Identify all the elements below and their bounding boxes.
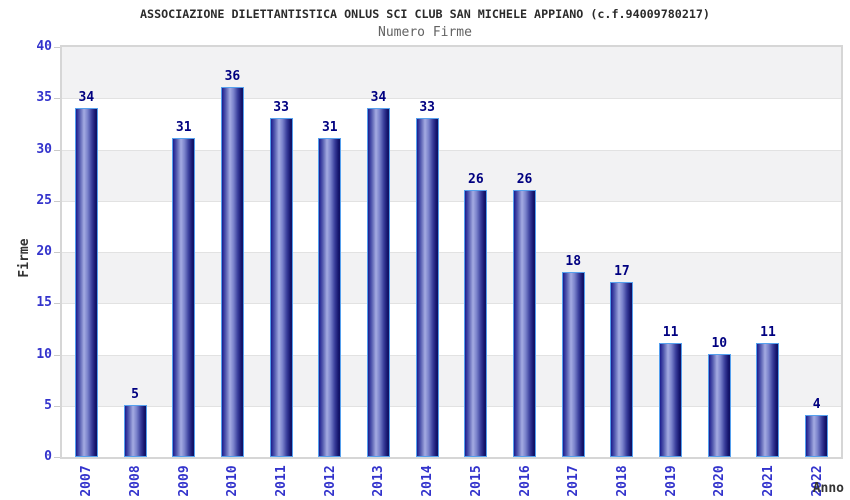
bar-value-label-2011: 33 — [273, 99, 289, 115]
bar-value-label-2015: 26 — [468, 171, 484, 187]
x-tick-label-2018: 2018 — [614, 465, 630, 497]
y-tick-mark — [54, 98, 60, 99]
x-tick-label-2011: 2011 — [273, 465, 289, 497]
y-tick-label-35: 35 — [36, 90, 52, 106]
y-tick-label-10: 10 — [36, 346, 52, 362]
x-tick-label-2008: 2008 — [127, 465, 143, 497]
bar-2019 — [659, 343, 683, 457]
y-tick-label-25: 25 — [36, 192, 52, 208]
bar-2021 — [756, 343, 780, 457]
x-tick-label-2013: 2013 — [370, 465, 386, 497]
x-tick-label-2016: 2016 — [517, 465, 533, 497]
gridline-5 — [62, 406, 841, 407]
y-tick-mark — [54, 457, 60, 458]
y-tick-label-5: 5 — [44, 397, 52, 413]
y-tick-mark — [54, 355, 60, 356]
bar-value-label-2021: 11 — [760, 325, 776, 341]
bar-value-label-2014: 33 — [419, 99, 435, 115]
bar-2013 — [366, 107, 390, 457]
bar-2020 — [707, 353, 731, 457]
bar-value-label-2018: 17 — [614, 263, 630, 279]
y-tick-mark — [54, 47, 60, 48]
y-tick-mark — [54, 252, 60, 253]
bar-value-label-2010: 36 — [224, 69, 241, 84]
bar-2008 — [123, 404, 147, 457]
y-tick-label-15: 15 — [36, 295, 52, 311]
bar-value-label-2012: 31 — [321, 120, 338, 136]
x-tick-label-2021: 2021 — [760, 465, 776, 497]
gridline-25 — [62, 201, 841, 202]
x-tick-label-2012: 2012 — [322, 465, 338, 497]
bar-value-label-2020: 10 — [711, 335, 728, 351]
y-tick-label-40: 40 — [36, 39, 52, 54]
x-tick-label-2020: 2020 — [711, 465, 727, 497]
bar-2012 — [318, 138, 342, 457]
bar-2015 — [464, 189, 488, 457]
x-tick-label-2010: 2010 — [224, 465, 240, 497]
bar-2018 — [610, 281, 634, 457]
y-tick-label-0: 0 — [44, 449, 52, 464]
bar-value-label-2007: 34 — [78, 89, 95, 105]
chart-title: ASSOCIAZIONE DILETTANTISTICA ONLUS SCI C… — [140, 7, 710, 21]
y-tick-mark — [54, 150, 60, 151]
bar-2016 — [513, 189, 537, 457]
bar-value-label-2019: 11 — [662, 325, 679, 341]
gridline-20 — [62, 252, 841, 253]
bar-2011 — [269, 117, 293, 457]
x-tick-label-2019: 2019 — [663, 465, 679, 497]
bar-value-label-2017: 18 — [565, 253, 582, 269]
bar-value-label-2016: 26 — [516, 171, 533, 187]
x-tick-label-2015: 2015 — [468, 465, 484, 497]
x-tick-label-2014: 2014 — [419, 465, 435, 497]
bar-2022 — [805, 415, 829, 457]
x-tick-label-2009: 2009 — [176, 465, 192, 497]
y-tick-mark — [54, 201, 60, 202]
bar-2010 — [220, 87, 244, 457]
bar-value-label-2022: 4 — [812, 397, 821, 412]
plot-band — [62, 47, 841, 99]
x-tick-label-2017: 2017 — [565, 465, 581, 497]
bar-2014 — [415, 117, 439, 457]
gridline-10 — [62, 355, 841, 356]
y-tick-mark — [54, 303, 60, 304]
bar-2009 — [172, 138, 196, 457]
bar-value-label-2009: 31 — [175, 120, 192, 136]
bar-value-label-2013: 34 — [370, 89, 387, 105]
y-tick-label-30: 30 — [36, 141, 52, 157]
bar-2017 — [561, 271, 585, 457]
bar-value-label-2008: 5 — [131, 386, 139, 402]
x-tick-label-2007: 2007 — [78, 465, 94, 497]
gridline-30 — [62, 150, 841, 151]
gridline-15 — [62, 303, 841, 304]
y-tick-label-20: 20 — [36, 244, 52, 259]
gridline-35 — [62, 98, 841, 99]
y-tick-mark — [54, 406, 60, 407]
bar-2007 — [74, 107, 98, 457]
x-axis-title: Anno — [812, 481, 844, 496]
chart-subtitle: Numero Firme — [378, 25, 472, 40]
plot-area: 34 5 31 36 33 31 34 33 26 26 18 17 11 10 11 4 — [62, 47, 841, 457]
